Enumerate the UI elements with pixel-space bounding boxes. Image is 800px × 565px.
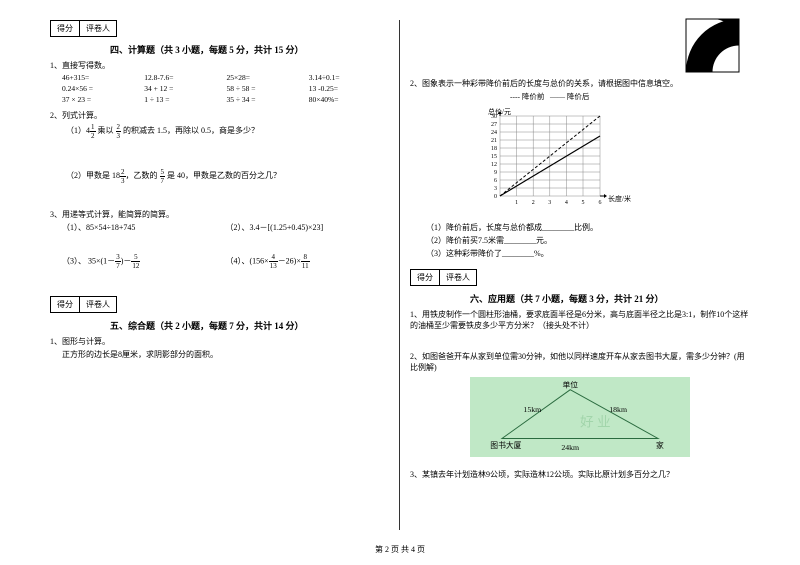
svg-text:12: 12 [491, 162, 497, 168]
svg-text:18: 18 [491, 146, 497, 152]
sub-3: （3）这种彩带降价了________%。 [426, 248, 750, 259]
svg-text:27: 27 [491, 122, 497, 128]
score-label: 得分 [51, 21, 80, 36]
q2-label: 2、列式计算。 [50, 110, 389, 121]
q3-4: （4）、(156×413－26)×811 [226, 253, 390, 270]
svg-text:1: 1 [515, 200, 518, 206]
svg-text:家: 家 [656, 440, 664, 450]
score-label: 得分 [411, 270, 440, 285]
svg-text:24km: 24km [561, 443, 579, 452]
x-axis-label: 长度/米 [608, 194, 631, 203]
calc-cell: 25×28= [227, 73, 307, 82]
svg-text:5: 5 [582, 200, 585, 206]
q3-3: （3）、 35×(1－37)－512 [62, 253, 226, 270]
legend-after: —— 降价后 [550, 92, 589, 101]
svg-text:好 业: 好 业 [580, 415, 611, 430]
calc-cell: 46+315= [62, 73, 142, 82]
price-chart: 总价/元 302724 211815 1296 [480, 106, 640, 216]
calc-grid: 46+315= 12.8-7.6= 25×28= 3.14÷0.1= 0.24×… [62, 73, 389, 104]
q1-label: 1、直接写得数。 [50, 60, 389, 71]
svg-text:6: 6 [494, 178, 497, 184]
score-box-2: 得分 评卷人 [50, 296, 117, 313]
triangle-diagram: 单位 15km 18km 图书大厦 家 24km 好 业 [470, 377, 690, 457]
legend: ---- 降价前 —— 降价后 [510, 91, 750, 102]
page-footer: 第 2 页 共 4 页 [0, 544, 800, 555]
q2-1: （1）412 乘以 23 的积减去 1.5，再除以 0.5，商是多少？ [66, 126, 259, 135]
svg-text:单位: 单位 [562, 380, 578, 390]
q6-1: 1、用铁皮制作一个圆柱形油桶，要求底面半径是6分米，高与底面半径之比是3:1，制… [410, 309, 750, 331]
svg-text:21: 21 [491, 138, 497, 144]
svg-text:6: 6 [599, 200, 602, 206]
calc-cell: 3.14÷0.1= [309, 73, 389, 82]
calc-cell: 1 ÷ 13 = [144, 95, 224, 104]
q2-right-label: 2、图象表示一种彩带降价前后的长度与总价的关系，请根据图中信息填空。 [410, 78, 750, 89]
q6-3: 3、某镇去年计划造林9公顷，实际造林12公顷。实际比原计划多百分之几？ [410, 469, 750, 480]
sub-2: （2）降价前买7.5米需________元。 [426, 235, 750, 246]
calc-cell: 58 ÷ 58 = [227, 84, 307, 93]
q3-label: 3、用递等式计算，能简算的简算。 [50, 209, 389, 220]
score-label: 得分 [51, 297, 80, 312]
svg-text:18km: 18km [609, 405, 627, 414]
calc-cell: 34 + 12 = [144, 84, 224, 93]
grader-label: 评卷人 [440, 270, 476, 285]
svg-text:30: 30 [491, 114, 497, 120]
svg-text:2: 2 [532, 200, 535, 206]
q6-2: 2、如图爸爸开车从家到单位需30分钟，如他以同样速度开车从家去图书大厦，需多少分… [410, 351, 750, 373]
svg-text:4: 4 [565, 200, 568, 206]
score-box: 得分 评卷人 [50, 20, 117, 37]
q3-2: （2）、3.4－[(1.25+0.45)×23] [226, 222, 390, 233]
sub-1: （1）降价前后，长度与总价都成________比例。 [426, 222, 750, 233]
svg-text:15: 15 [491, 154, 497, 160]
q5-1-label: 1、图形与计算。 [50, 336, 389, 347]
legend-before: ---- 降价前 [510, 92, 544, 101]
calc-cell: 0.24×56 = [62, 84, 142, 93]
svg-text:图书大厦: 图书大厦 [490, 440, 521, 450]
q2-2: （2）甲数是 1823，乙数的 57 是 40，甲数是乙数的百分之几？ [66, 171, 281, 180]
calc-cell: 35 ÷ 34 = [227, 95, 307, 104]
svg-text:9: 9 [494, 170, 497, 176]
svg-text:0: 0 [494, 194, 497, 200]
right-column: 2、图象表示一种彩带降价前后的长度与总价的关系，请根据图中信息填空。 ---- … [400, 20, 760, 530]
q3-1: （1）、85×54÷18+745 [62, 222, 226, 233]
grader-label: 评卷人 [80, 21, 116, 36]
svg-text:24: 24 [491, 130, 497, 136]
q5-1-text: 正方形的边长是8厘米，求阴影部分的面积。 [62, 349, 389, 360]
calc-cell: 13 -0.25= [309, 84, 389, 93]
svg-text:3: 3 [548, 200, 551, 206]
grader-label: 评卷人 [80, 297, 116, 312]
square-shape-icon [685, 18, 740, 73]
section-4-title: 四、计算题（共 3 小题，每题 5 分，共计 15 分） [110, 43, 389, 56]
section-5-title: 五、综合题（共 2 小题，每题 7 分，共计 14 分） [110, 319, 389, 332]
calc-cell: 37 × 23 = [62, 95, 142, 104]
score-box-3: 得分 评卷人 [410, 269, 477, 286]
svg-text:15km: 15km [523, 405, 541, 414]
calc-cell: 12.8-7.6= [144, 73, 224, 82]
calc-cell: 80×40%= [309, 95, 389, 104]
svg-text:3: 3 [494, 186, 497, 192]
left-column: 得分 评卷人 四、计算题（共 3 小题，每题 5 分，共计 15 分） 1、直接… [40, 20, 400, 530]
section-6-title: 六、应用题（共 7 小题，每题 3 分，共计 21 分） [470, 292, 750, 305]
